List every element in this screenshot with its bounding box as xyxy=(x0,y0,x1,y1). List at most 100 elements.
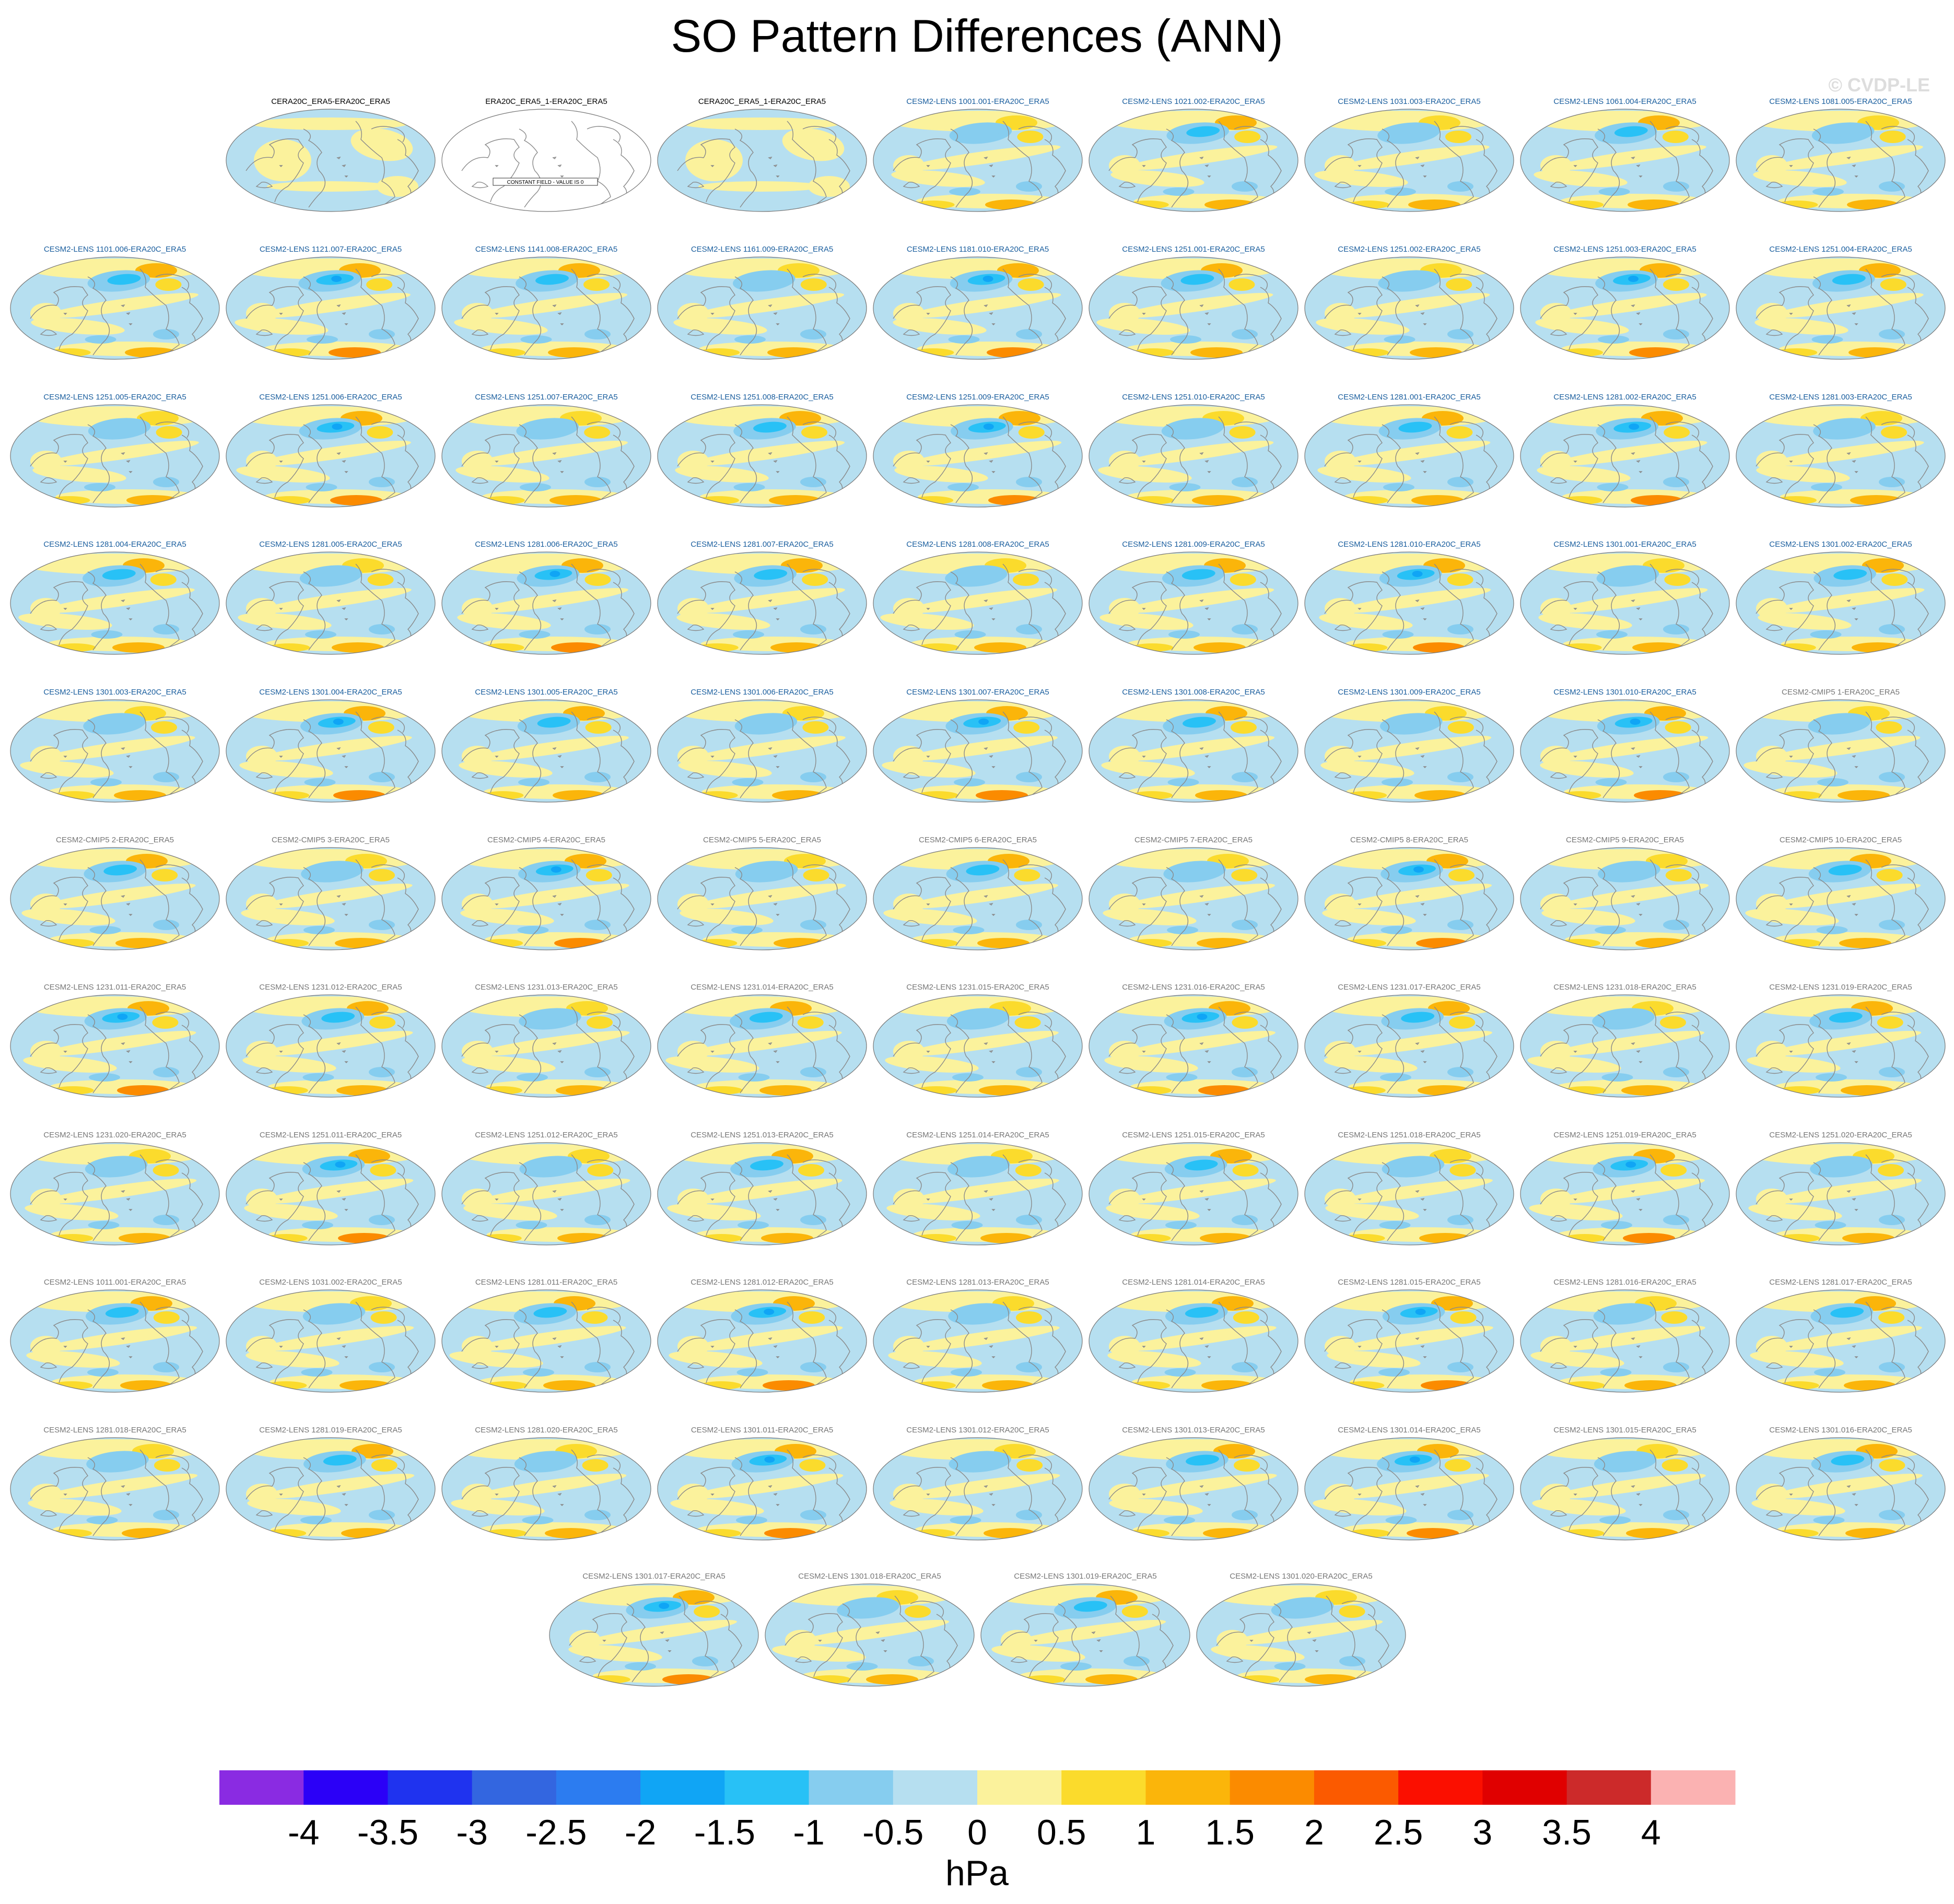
field-contour xyxy=(369,1362,395,1372)
field-contour xyxy=(1232,1362,1258,1372)
panel-title: CESM2-LENS 1001.001-ERA20C_ERA5 xyxy=(906,97,1049,106)
field-contour xyxy=(302,1221,333,1229)
field-contour xyxy=(584,477,611,487)
field-contour xyxy=(1540,451,1572,472)
field-contour xyxy=(1274,1662,1306,1671)
coastline xyxy=(677,268,850,358)
map-outline xyxy=(10,1142,220,1245)
coastline xyxy=(1324,1449,1497,1539)
field-contour xyxy=(1119,735,1275,761)
field-contour xyxy=(1811,483,1842,491)
map-panel xyxy=(1736,847,1946,950)
map-outline xyxy=(441,404,651,508)
field-contour xyxy=(803,869,829,882)
field-contour xyxy=(1333,1473,1489,1499)
map-panel xyxy=(1736,551,1946,655)
field-contour xyxy=(966,864,1000,876)
coastline xyxy=(1324,1006,1497,1096)
panel-title: CESM2-LENS 1301.008-ERA20C_ERA5 xyxy=(1122,688,1265,697)
map-outline xyxy=(226,994,436,1098)
panel-title: CESM2-LENS 1031.002-ERA20C_ERA5 xyxy=(259,1278,402,1287)
field-contour xyxy=(1165,1221,1197,1229)
field-contour xyxy=(1663,1215,1689,1225)
panel-title: CESM2-LENS 1301.012-ERA20C_ERA5 xyxy=(906,1426,1049,1435)
panel-title: CESM2-LENS 1301.002-ERA20C_ERA5 xyxy=(1769,540,1912,549)
field-contour xyxy=(324,1307,354,1318)
field-contour xyxy=(797,1016,824,1029)
colorbar-tick-label: 4 xyxy=(1641,1813,1661,1852)
field-contour xyxy=(43,292,198,319)
field-contour xyxy=(677,1041,709,1062)
map-outline xyxy=(1520,994,1730,1098)
panel-title: CESM2-CMIP5 8-ERA20C_ERA5 xyxy=(1350,836,1468,844)
field-contour xyxy=(698,181,824,192)
coastline xyxy=(677,1006,850,1096)
field-contour xyxy=(1415,1309,1426,1315)
map-panel xyxy=(1089,1142,1298,1245)
map-panel xyxy=(873,109,1083,212)
panel-title: ERA20C_ERA5_1-ERA20C_ERA5 xyxy=(485,97,607,106)
field-contour xyxy=(1450,1311,1477,1324)
coastline xyxy=(893,268,1066,358)
map-outline xyxy=(441,1437,651,1541)
field-contour xyxy=(1552,587,1708,614)
field-contour xyxy=(1447,721,1474,734)
map-panel: CONSTANT FIELD - VALUE IS 0 xyxy=(441,109,651,212)
panel-title: CESM2-LENS 1281.013-ERA20C_ERA5 xyxy=(906,1278,1049,1287)
panel-title: CESM2-LENS 1281.019-ERA20C_ERA5 xyxy=(259,1426,402,1435)
field-contour xyxy=(1016,181,1042,192)
panel-title: CESM2-CMIP5 4-ERA20C_ERA5 xyxy=(487,836,605,844)
field-contour xyxy=(1325,303,1356,324)
map-panel xyxy=(441,1437,651,1541)
panel-title: CESM2-LENS 1301.006-ERA20C_ERA5 xyxy=(691,688,834,697)
map-outline xyxy=(10,1289,220,1393)
field-contour xyxy=(949,187,980,196)
panel-title: CESM2-LENS 1301.020-ERA20C_ERA5 xyxy=(1230,1572,1373,1581)
field-contour xyxy=(370,1311,397,1324)
field-contour xyxy=(1879,477,1905,487)
map-panel xyxy=(1520,847,1730,950)
field-contour xyxy=(1550,1325,1705,1351)
map-outline xyxy=(873,404,1083,508)
colorbar-swatch xyxy=(1651,1770,1736,1805)
field-contour xyxy=(332,424,343,430)
map-outline xyxy=(1304,994,1514,1098)
map-outline xyxy=(1520,404,1730,508)
field-contour xyxy=(1830,1307,1864,1318)
field-contour xyxy=(1184,1159,1218,1171)
field-contour xyxy=(153,477,179,487)
panel-title: CESM2-LENS 1251.001-ERA20C_ERA5 xyxy=(1122,245,1265,254)
field-contour xyxy=(1879,1067,1905,1077)
field-contour xyxy=(1756,1041,1787,1062)
field-contour xyxy=(30,1336,62,1357)
field-contour xyxy=(1661,1311,1688,1324)
field-contour xyxy=(1447,1362,1473,1372)
field-contour xyxy=(1768,292,1924,319)
panel-title: CESM2-LENS 1281.005-ERA20C_ERA5 xyxy=(259,540,402,549)
panel-title: CESM2-LENS 1251.002-ERA20C_ERA5 xyxy=(1338,245,1481,254)
map-panel xyxy=(226,404,436,508)
field-contour xyxy=(893,155,925,176)
map-outline xyxy=(873,994,1083,1098)
field-contour xyxy=(967,569,996,580)
field-contour xyxy=(536,1454,566,1466)
panel-title: CESM2-LENS 1301.005-ERA20C_ERA5 xyxy=(475,688,618,697)
field-contour xyxy=(30,451,62,472)
field-contour xyxy=(1812,187,1844,196)
coastline xyxy=(1540,121,1713,210)
field-contour xyxy=(733,483,765,491)
field-contour xyxy=(1234,1459,1260,1472)
field-contour xyxy=(39,587,195,614)
field-contour xyxy=(302,1073,334,1082)
coastline xyxy=(245,268,419,358)
field-contour xyxy=(905,1605,931,1618)
field-contour xyxy=(102,569,136,580)
field-contour xyxy=(246,894,277,914)
field-contour xyxy=(1186,1454,1219,1466)
map-outline xyxy=(1520,1289,1730,1393)
field-contour xyxy=(1881,573,1908,586)
map-outline xyxy=(10,404,220,508)
coastline xyxy=(677,563,850,653)
field-contour xyxy=(518,778,549,786)
field-contour xyxy=(1756,1336,1787,1357)
